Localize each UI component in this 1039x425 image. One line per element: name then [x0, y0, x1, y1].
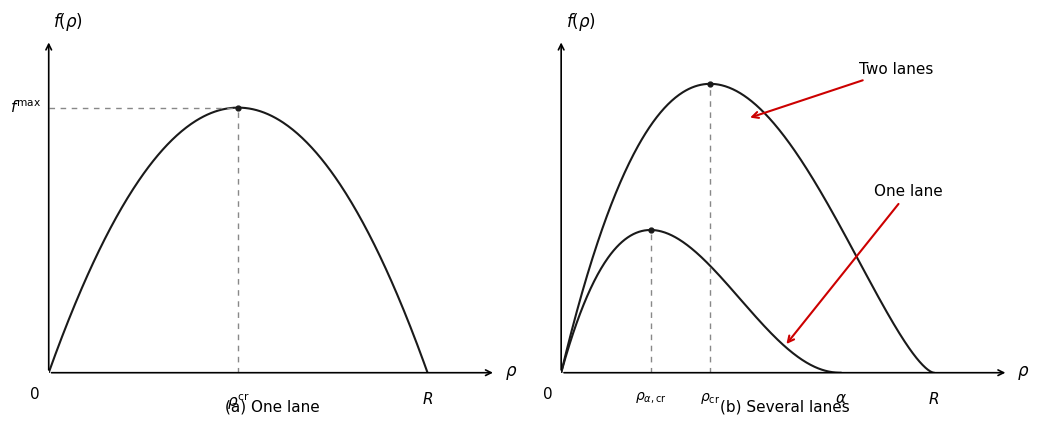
Text: Two lanes: Two lanes — [752, 62, 934, 118]
Text: $\rho$: $\rho$ — [505, 364, 517, 382]
Text: $0$: $0$ — [29, 386, 39, 402]
Text: $f^{\rm max}$: $f^{\rm max}$ — [9, 99, 42, 116]
Text: (a) One lane: (a) One lane — [224, 400, 320, 414]
Text: $\rho^{\rm cr}$: $\rho^{\rm cr}$ — [227, 391, 249, 412]
Text: (b) Several lanes: (b) Several lanes — [720, 400, 850, 414]
Text: $\alpha$: $\alpha$ — [834, 391, 847, 406]
Text: $f(\rho)$: $f(\rho)$ — [565, 11, 595, 33]
Text: $\rho$: $\rho$ — [1017, 364, 1030, 382]
Text: $\rho_{\rm cr}$: $\rho_{\rm cr}$ — [700, 391, 720, 406]
Text: One lane: One lane — [788, 184, 942, 342]
Text: $0$: $0$ — [541, 386, 552, 402]
Text: $R$: $R$ — [928, 391, 939, 408]
Text: $f(\rho)$: $f(\rho)$ — [53, 11, 83, 33]
Text: $\rho_{\alpha,{\rm cr}}$: $\rho_{\alpha,{\rm cr}}$ — [635, 391, 666, 406]
Text: $R$: $R$ — [422, 391, 433, 408]
